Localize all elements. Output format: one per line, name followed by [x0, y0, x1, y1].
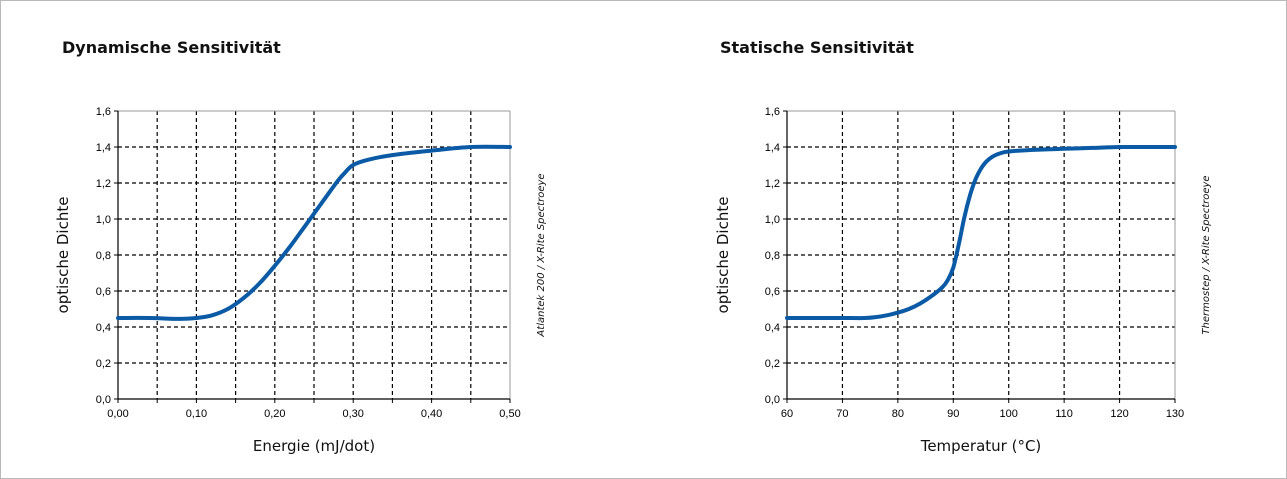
x-tick-label: 0,00	[107, 408, 128, 420]
chart-dynamic: 0,0 0,2 0,4 0,6 0,8 1,0 1,2 1,4 1,6 0,00 0,10 0,20 0…	[54, 106, 547, 455]
x-tick-label: 60	[781, 408, 793, 420]
y-tick-label: 0,2	[96, 358, 111, 370]
y-tick-label: 1,6	[96, 106, 111, 118]
y-tick-label: 1,0	[96, 214, 111, 226]
x-tick-label: 80	[892, 408, 904, 420]
y-tick-label: 0,8	[765, 250, 780, 262]
x-tick-label: 70	[836, 408, 848, 420]
x-axis-label: Temperatur (°C)	[920, 437, 1042, 455]
x-tick-label: 0,30	[342, 408, 363, 420]
y-tick-label: 0,2	[765, 358, 780, 370]
x-tick-label: 120	[1110, 408, 1128, 420]
y-tick-label: 0,8	[96, 250, 111, 262]
y-tick-label: 0,4	[96, 322, 111, 334]
y-tick-label: 0,6	[765, 286, 780, 298]
x-tick-label: 100	[1000, 408, 1018, 420]
x-axis-label: Energie (mJ/dot)	[253, 437, 375, 455]
chart-title-static: Statische Sensitivität	[720, 38, 914, 57]
chart-title-dynamic: Dynamische Sensitivität	[62, 38, 281, 57]
x-tick-label: 0,50	[499, 408, 520, 420]
side-note: Thermostep / X-Rite Spectroeye	[1201, 175, 1212, 334]
y-axis-label: optische Dichte	[714, 197, 732, 314]
y-tick-label: 0,0	[96, 394, 111, 406]
x-tick-label: 0,20	[264, 408, 285, 420]
y-tick-label: 0,6	[96, 286, 111, 298]
x-tick-label: 90	[947, 408, 959, 420]
y-tick-label: 1,2	[765, 178, 780, 190]
y-tick-label: 1,2	[96, 178, 111, 190]
series-line	[785, 144, 1177, 321]
y-tick-label: 0,4	[765, 322, 780, 334]
series-line	[116, 144, 512, 321]
y-axis-label: optische Dichte	[54, 197, 72, 314]
chart-static: 0,0 0,2 0,4 0,6 0,8 1,0 1,2 1,4 1,6 60 70 80 90 100 11…	[714, 106, 1212, 455]
x-tick-label: 130	[1166, 408, 1184, 420]
x-tick-label: 0,10	[186, 408, 207, 420]
side-note: Atlantek 200 / X-Rite Spectroeye	[536, 173, 547, 337]
y-tick-label: 1,4	[765, 142, 780, 154]
y-tick-label: 1,4	[96, 142, 111, 154]
x-tick-label: 0,40	[421, 408, 442, 420]
x-tick-label: 110	[1055, 408, 1073, 420]
y-tick-label: 1,0	[765, 214, 780, 226]
y-tick-label: 1,6	[765, 106, 780, 118]
y-tick-label: 0,0	[765, 394, 780, 406]
